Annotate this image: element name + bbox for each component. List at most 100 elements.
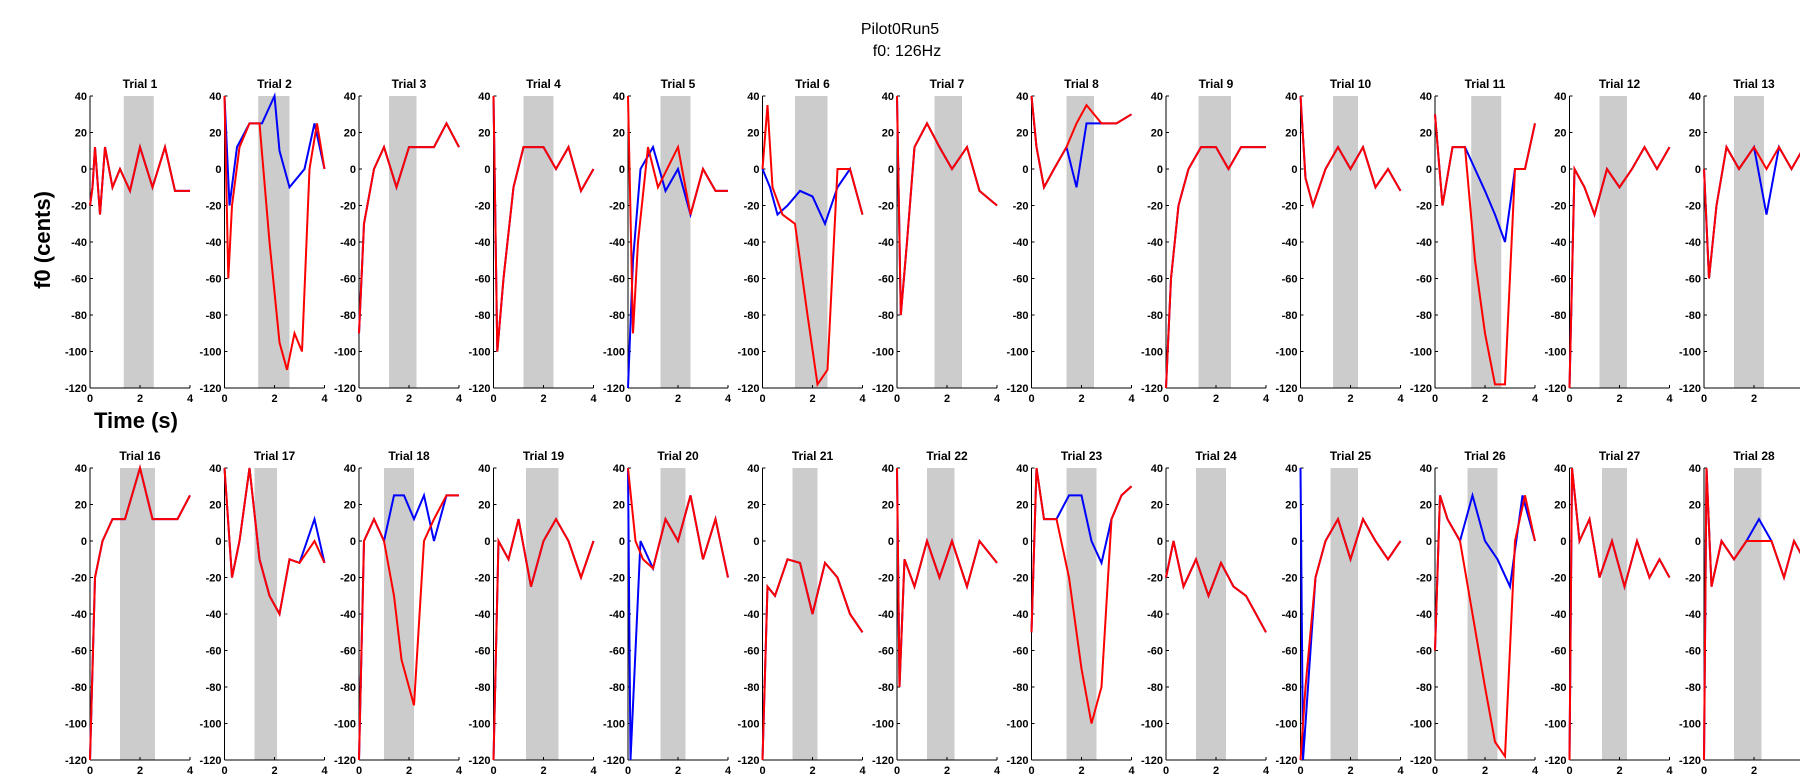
x-tick-label: 0: [1163, 393, 1169, 405]
shifted-series-line: [627, 95, 728, 334]
y-tick-label: -60: [1416, 274, 1432, 286]
x-tick-label: 2: [1078, 765, 1084, 776]
y-tick-label: 0: [1695, 164, 1701, 176]
y-tick-label: -40: [1013, 237, 1029, 249]
y-tick-label: -40: [206, 237, 222, 249]
y-tick-label: 0: [1022, 536, 1028, 548]
y-tick-label: -80: [1685, 310, 1701, 322]
y-tick-label: 20: [1016, 500, 1028, 512]
x-tick-label: 4: [321, 393, 328, 405]
y-tick-label: -80: [1416, 682, 1432, 694]
y-tick-label: 0: [753, 164, 759, 176]
y-tick-label: -20: [1282, 573, 1298, 585]
y-tick-label: -120: [1410, 755, 1432, 767]
y-tick-label: -20: [1147, 573, 1163, 585]
y-tick-label: 40: [882, 463, 894, 475]
perturbation-window: [526, 468, 559, 760]
perturbation-window: [254, 468, 277, 760]
baseline-series-line: [761, 166, 864, 227]
y-tick-label: 20: [1689, 500, 1701, 512]
y-tick-label: 0: [1157, 536, 1163, 548]
y-tick-label: -60: [1551, 274, 1567, 286]
y-tick-label: -40: [1013, 609, 1029, 621]
x-tick-label: 4: [187, 765, 194, 776]
shifted-series-line: [1165, 540, 1267, 633]
y-tick-label: 40: [613, 463, 625, 475]
y-tick-label: 20: [882, 500, 894, 512]
perturbation-window: [1330, 468, 1358, 760]
y-tick-label: 40: [613, 91, 625, 103]
y-tick-label: -60: [206, 646, 222, 658]
perturbation-window: [389, 96, 417, 388]
y-tick-label: -60: [1013, 274, 1029, 286]
y-tick-label: -100: [199, 719, 221, 731]
y-tick-label: -100: [1544, 347, 1566, 359]
y-tick-label: 20: [1420, 500, 1432, 512]
y-tick-label: -60: [1416, 646, 1432, 658]
y-tick-label: -60: [609, 646, 625, 658]
x-tick-label: 0: [894, 393, 900, 405]
y-tick-label: -120: [1544, 755, 1566, 767]
y-tick-label: 20: [1016, 128, 1028, 140]
y-tick-label: -60: [1282, 274, 1298, 286]
y-tick-label: -100: [603, 347, 625, 359]
y-tick-label: 40: [882, 91, 894, 103]
y-tick-label: -120: [65, 383, 87, 395]
figure-title: Pilot0Run5: [861, 21, 939, 38]
figure-subtitle: f0: 126Hz: [873, 43, 941, 60]
panel-title: Trial 21: [792, 449, 834, 463]
x-tick-label: 4: [1263, 393, 1270, 405]
panel-title: Trial 1: [123, 77, 158, 91]
x-tick-label: 2: [1347, 393, 1353, 405]
shifted-series-line: [627, 467, 729, 578]
x-tick-label: 2: [271, 393, 277, 405]
y-tick-label: -60: [878, 274, 894, 286]
y-tick-label: 20: [613, 500, 625, 512]
y-tick-label: -40: [1551, 237, 1567, 249]
shifted-series-line: [223, 95, 326, 371]
y-tick-label: 40: [1554, 91, 1566, 103]
y-tick-label: -60: [878, 646, 894, 658]
y-tick-label: -60: [71, 274, 87, 286]
y-tick-label: -80: [878, 310, 894, 322]
y-tick-label: 0: [619, 164, 625, 176]
perturbation-window: [1066, 468, 1097, 760]
shifted-series-line: [1299, 95, 1402, 209]
y-tick-label: 20: [613, 128, 625, 140]
y-tick-label: -120: [199, 383, 221, 395]
x-tick-label: 2: [1751, 765, 1757, 776]
y-tick-label: -40: [71, 609, 87, 621]
perturbation-window: [934, 96, 962, 388]
y-tick-label: 0: [888, 536, 894, 548]
x-tick-label: 4: [994, 765, 1001, 776]
y-tick-label: -80: [609, 310, 625, 322]
perturbation-window: [1602, 468, 1627, 760]
y-tick-label: -80: [609, 682, 625, 694]
shifted-series-line: [1165, 146, 1266, 389]
y-tick-label: -100: [1275, 347, 1297, 359]
y-tick-label: -80: [744, 682, 760, 694]
y-tick-label: -100: [603, 719, 625, 731]
y-tick-label: -100: [199, 347, 221, 359]
y-tick-label: -20: [609, 573, 625, 585]
y-tick-label: -100: [334, 347, 356, 359]
x-tick-label: 0: [1297, 393, 1303, 405]
y-tick-label: 40: [1554, 463, 1566, 475]
y-tick-label: -40: [1685, 237, 1701, 249]
y-tick-label: -80: [744, 310, 760, 322]
panel-title: Trial 18: [388, 449, 430, 463]
y-tick-label: 20: [1285, 500, 1297, 512]
y-tick-label: 0: [1157, 164, 1163, 176]
x-tick-label: 4: [1666, 765, 1673, 776]
y-tick-label: -20: [744, 201, 760, 213]
x-tick-label: 4: [725, 393, 732, 405]
x-tick-label: 0: [1432, 765, 1438, 776]
